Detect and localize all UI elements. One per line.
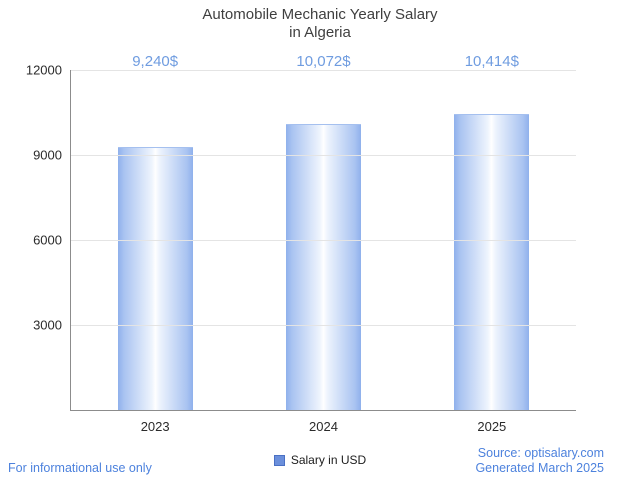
bar: [454, 113, 530, 410]
bar-value-label: 9,240$: [132, 53, 179, 70]
chart-title-line-1: Automobile Mechanic Yearly Salary: [202, 6, 438, 23]
chart-title-line-2: in Algeria: [289, 24, 351, 42]
gridline: [71, 155, 576, 156]
bar-column: 9,240$ 2023: [71, 53, 239, 434]
bars: 9,240$ 2023 10,072$ 2024 10,414$ 2025: [71, 53, 576, 434]
bar: [117, 147, 193, 410]
y-axis-tick-label: 6000: [33, 232, 62, 248]
bar: [285, 123, 361, 410]
y-axis-tick-label: 3000: [33, 317, 62, 333]
disclaimer-text: For informational use only: [8, 461, 152, 475]
y-axis-tick-label: 9000: [33, 147, 62, 163]
bar-value-label: 10,072$: [296, 53, 351, 70]
y-axis-tick-label: 12000: [25, 62, 62, 78]
gridline: [71, 70, 576, 71]
x-axis-label: 2025: [477, 419, 507, 434]
x-axis-label: 2023: [140, 419, 170, 434]
chart-title: Automobile Mechanic Yearly Salary in Alg…: [0, 6, 640, 43]
source-link[interactable]: Source: optisalary.com: [477, 445, 604, 460]
legend-label: Salary in USD: [290, 453, 367, 467]
source-block: Source: optisalary.com Generated March 2…: [475, 446, 604, 477]
bar-column: 10,414$ 2025: [408, 53, 576, 434]
gridline: [71, 240, 576, 241]
generated-date: Generated March 2025: [475, 460, 604, 475]
plot-area: 9,240$ 2023 10,072$ 2024 10,414$ 2025 3000 600…: [26, 53, 576, 434]
bar-column: 10,072$ 2024: [239, 53, 407, 434]
legend-swatch-icon: [273, 454, 285, 466]
gridline: [71, 325, 576, 326]
legend: Salary in USD: [0, 453, 640, 467]
bar-value-label: 10,414$: [464, 53, 519, 70]
x-axis-label: 2024: [309, 419, 338, 434]
